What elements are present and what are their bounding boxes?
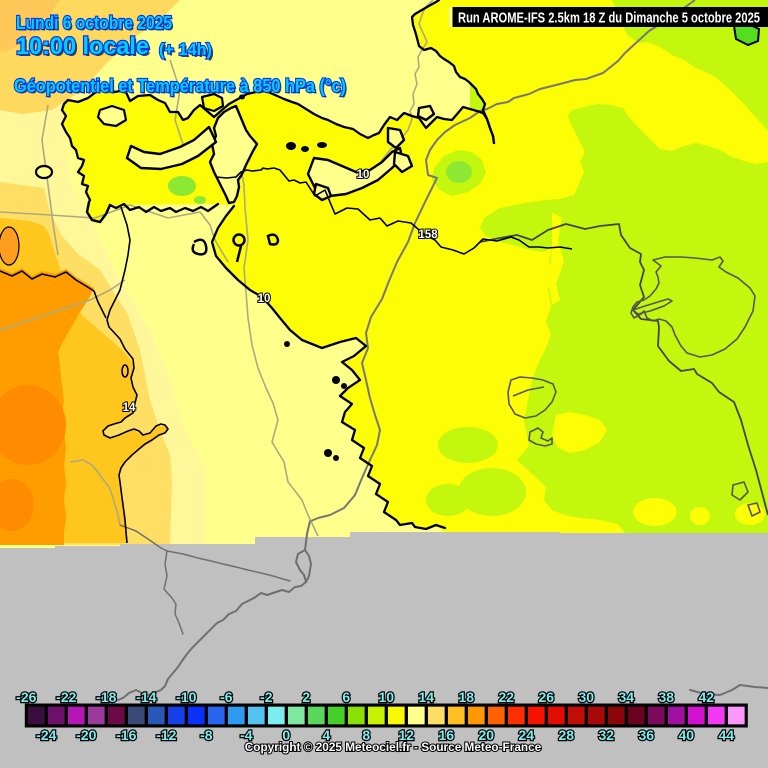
svg-text:12: 12 [399,727,415,743]
svg-text:-14: -14 [136,689,156,705]
svg-text:Lundi 6 octobre 2025: Lundi 6 octobre 2025 [16,13,172,33]
svg-text:Géopotentiel et Température à: Géopotentiel et Température à 850 hPa (°… [14,76,346,96]
svg-text:-6: -6 [220,689,233,705]
svg-text:16: 16 [439,727,455,743]
svg-text:-18: -18 [96,689,116,705]
svg-text:8: 8 [362,727,370,743]
svg-text:10: 10 [379,689,395,705]
svg-text:42: 42 [699,689,715,705]
svg-text:-20: -20 [76,727,96,743]
svg-text:-10: -10 [176,689,196,705]
svg-text:18: 18 [459,689,475,705]
svg-text:Run AROME-IFS 2.5km 18 Z du Di: Run AROME-IFS 2.5km 18 Z du Dimanche 5 o… [458,11,760,27]
svg-text:-22: -22 [56,689,76,705]
svg-text:Copyright © 2025 Meteociel.fr: Copyright © 2025 Meteociel.fr - Source M… [245,740,542,754]
svg-text:Lundi 6 octobre 2025: Lundi 6 octobre 2025 [18,15,174,35]
svg-text:2: 2 [302,689,310,705]
svg-text:6: 6 [342,689,350,705]
svg-text:24: 24 [519,727,535,743]
svg-text:20: 20 [479,727,495,743]
svg-text:-2: -2 [260,689,273,705]
svg-text:10:00 locale: 10:00 locale [18,35,151,62]
svg-text:-26: -26 [16,689,36,705]
svg-text:14: 14 [123,402,136,414]
svg-text:-8: -8 [200,727,213,743]
svg-text:14: 14 [419,689,435,705]
svg-text:10: 10 [258,293,271,305]
svg-text:32: 32 [599,727,615,743]
svg-text:26: 26 [539,689,555,705]
svg-text:4: 4 [322,727,330,743]
svg-text:40: 40 [679,727,695,743]
svg-text:44: 44 [719,727,735,743]
svg-text:-12: -12 [156,727,176,743]
svg-text:-16: -16 [116,727,136,743]
svg-text:-24: -24 [36,727,56,743]
svg-text:34: 34 [619,689,635,705]
svg-text:28: 28 [559,727,575,743]
svg-text:0: 0 [282,727,290,743]
svg-text:-4: -4 [240,727,253,743]
svg-text:38: 38 [659,689,675,705]
svg-text:10: 10 [357,169,370,181]
svg-text:22: 22 [499,689,515,705]
svg-text:36: 36 [639,727,655,743]
svg-text:30: 30 [579,689,595,705]
svg-text:(+ 14h): (+ 14h) [159,40,212,59]
svg-text:Géopotentiel et Température à: Géopotentiel et Température à 850 hPa (°… [16,78,348,98]
svg-text:(+ 14h): (+ 14h) [161,42,214,61]
svg-text:10:00 locale: 10:00 locale [16,33,149,60]
svg-text:158: 158 [418,229,438,241]
